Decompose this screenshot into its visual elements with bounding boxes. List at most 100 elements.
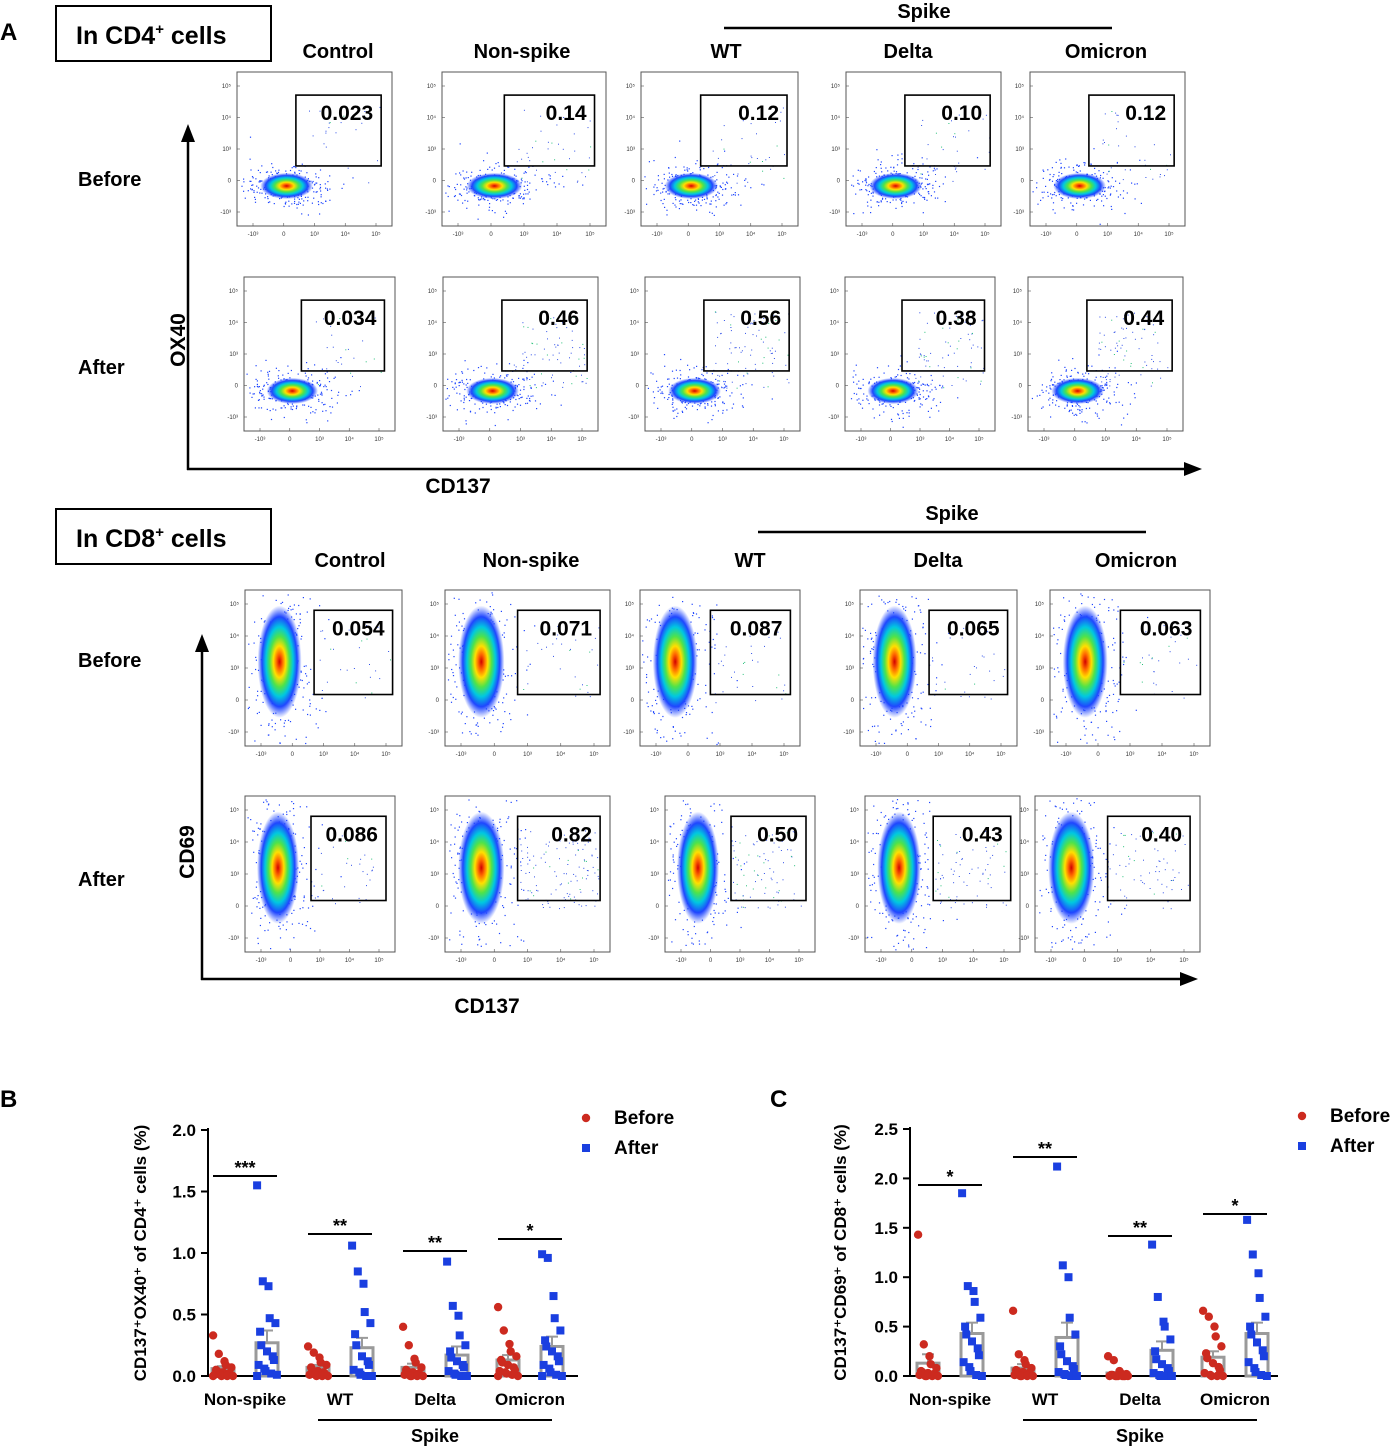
chart-b: 0.0 0.5 1.0 1.5 2.0 CD137⁺OX40⁺ of CD4⁺ cells…	[131, 1108, 674, 1446]
x-tick-label: 10⁴	[747, 751, 757, 758]
x-tick-label: -10³	[651, 752, 662, 758]
y-tick-label: -10³	[828, 415, 839, 421]
y-tick-label: 1.0	[874, 1268, 898, 1287]
category-label: Delta	[1119, 1390, 1161, 1409]
data-point-before	[499, 1326, 508, 1335]
x-tick-label: 10³	[919, 232, 928, 238]
y-tick-label: -10³	[623, 730, 634, 736]
y-tick-label: 10³	[427, 147, 436, 153]
x-tick-label: 10³	[516, 437, 525, 443]
significance-stars: **	[1133, 1218, 1147, 1238]
category-label: Omicron	[495, 1390, 565, 1409]
y-tick-label: 10⁴	[626, 115, 636, 122]
y-tick-label: -10³	[848, 936, 859, 942]
cd4-x-arrowhead	[1184, 462, 1202, 476]
y-tick-label: 0	[434, 384, 438, 390]
y-tick-label: 10⁵	[650, 807, 660, 814]
x-tick-label: 10⁵	[589, 751, 599, 758]
gate-box	[310, 815, 387, 902]
x-tick-label: 10³	[319, 752, 328, 758]
density-blob	[664, 172, 718, 200]
data-point-after	[966, 1367, 975, 1376]
x-tick-label: -10³	[676, 958, 687, 964]
y-tick-label: 10⁵	[830, 288, 840, 295]
gate-value: 0.023	[321, 102, 374, 125]
data-point-after	[360, 1308, 369, 1317]
density-blob	[677, 811, 719, 924]
cd8-header: In CD8+ cells	[76, 524, 227, 553]
data-point-before	[208, 1371, 218, 1381]
significance-stars: *	[526, 1221, 533, 1241]
gate-value: 0.38	[936, 307, 977, 330]
data-point-after	[265, 1314, 274, 1323]
density-blob	[266, 377, 318, 405]
density-blob	[466, 172, 523, 200]
y-tick-label: 10⁵	[1020, 807, 1030, 814]
data-point-after	[256, 1327, 265, 1336]
x-tick-label: 10⁴	[749, 436, 759, 443]
x-tick-label: 10³	[316, 958, 325, 964]
flow-plot: 10⁵ 10⁴ 10³ 0 -10³ -10³ 0 10³ 10⁴ 10⁵ 0.10	[829, 71, 1002, 238]
x-tick-label: 10⁵	[980, 231, 990, 238]
x-tick-label: 10⁴	[345, 436, 355, 443]
legend-label-after: After	[614, 1138, 659, 1159]
data-point-before	[1123, 1371, 1133, 1381]
y-tick-label: 0.0	[172, 1367, 196, 1386]
data-point-after	[1244, 1358, 1253, 1367]
significance-stars: **	[428, 1233, 442, 1253]
gate-box	[300, 299, 386, 372]
data-point-after	[977, 1372, 986, 1380]
flow-plot: 10⁵ 10⁴ 10³ 0 -10³ -10³ 0 10³ 10⁴ 10⁵ 0.034	[227, 276, 396, 443]
data-point-after	[1253, 1338, 1261, 1347]
data-point-before	[493, 1371, 503, 1381]
x-tick-label: 0	[709, 958, 713, 964]
data-point-after	[1160, 1322, 1169, 1331]
category-label: WT	[1032, 1390, 1059, 1409]
x-tick-label: 10⁴	[945, 436, 955, 443]
density-blob	[877, 811, 921, 924]
column-header-omicron: Omicron	[1095, 550, 1177, 572]
legend-marker-after	[1298, 1142, 1306, 1150]
data-point-after	[1162, 1372, 1171, 1380]
data-point-after	[352, 1341, 361, 1350]
data-point-after	[1258, 1346, 1267, 1355]
data-point-after	[539, 1360, 548, 1369]
gate-box	[1088, 94, 1175, 167]
data-point-after	[1156, 1372, 1165, 1380]
plot-frame	[243, 276, 396, 432]
data-point-before	[919, 1340, 928, 1349]
y-tick-label: 10³	[222, 147, 231, 153]
y-tick-label: 10⁵	[1035, 601, 1045, 608]
cd4-header-suffix: cells	[164, 22, 227, 50]
x-tick-label: -10³	[857, 232, 868, 238]
data-point-after	[1255, 1293, 1264, 1302]
y-tick-label: -10³	[425, 210, 436, 216]
y-tick-label: -10³	[624, 210, 635, 216]
y-tick-label: 0.5	[172, 1306, 196, 1325]
y-tick-label: 10³	[625, 666, 634, 672]
x-tick-label: 10⁴	[547, 436, 557, 443]
gate-box	[699, 94, 788, 167]
data-point-after	[1152, 1355, 1161, 1364]
density-blob	[867, 377, 919, 405]
y-tick-label: 0	[856, 904, 860, 910]
x-tick-label: 10⁴	[345, 957, 355, 964]
data-point-after	[258, 1277, 267, 1286]
flow-plot: 10⁵ 10⁴ 10³ 0 -10³ -10³ 0 10³ 10⁴ 10⁵ 0.087	[623, 589, 801, 758]
cd8-y-arrowhead	[195, 634, 209, 652]
data-point-before	[513, 1371, 523, 1381]
flow-plot: 10⁵ 10⁴ 10³ 0 -10³ -10³ 0 10³ 10⁴ 10⁵ 0.43	[848, 795, 1021, 964]
gate-box	[516, 815, 601, 902]
y-tick-label: 10³	[430, 872, 439, 878]
flow-plot: 10⁵ 10⁴ 10³ 0 -10³ -10³ 0 10³ 10⁴ 10⁵ 0.82	[428, 795, 611, 964]
data-point-after	[1148, 1240, 1157, 1249]
y-tick-label: 0	[236, 698, 240, 704]
y-tick-label: 0.5	[874, 1318, 898, 1337]
y-tick-label: 0	[631, 698, 635, 704]
x-tick-label: -10³	[248, 232, 259, 238]
data-point-after	[348, 1241, 357, 1250]
data-point-after	[538, 1372, 547, 1380]
data-point-after	[261, 1367, 270, 1376]
density-blob	[872, 605, 917, 718]
density-blob	[1051, 377, 1104, 405]
